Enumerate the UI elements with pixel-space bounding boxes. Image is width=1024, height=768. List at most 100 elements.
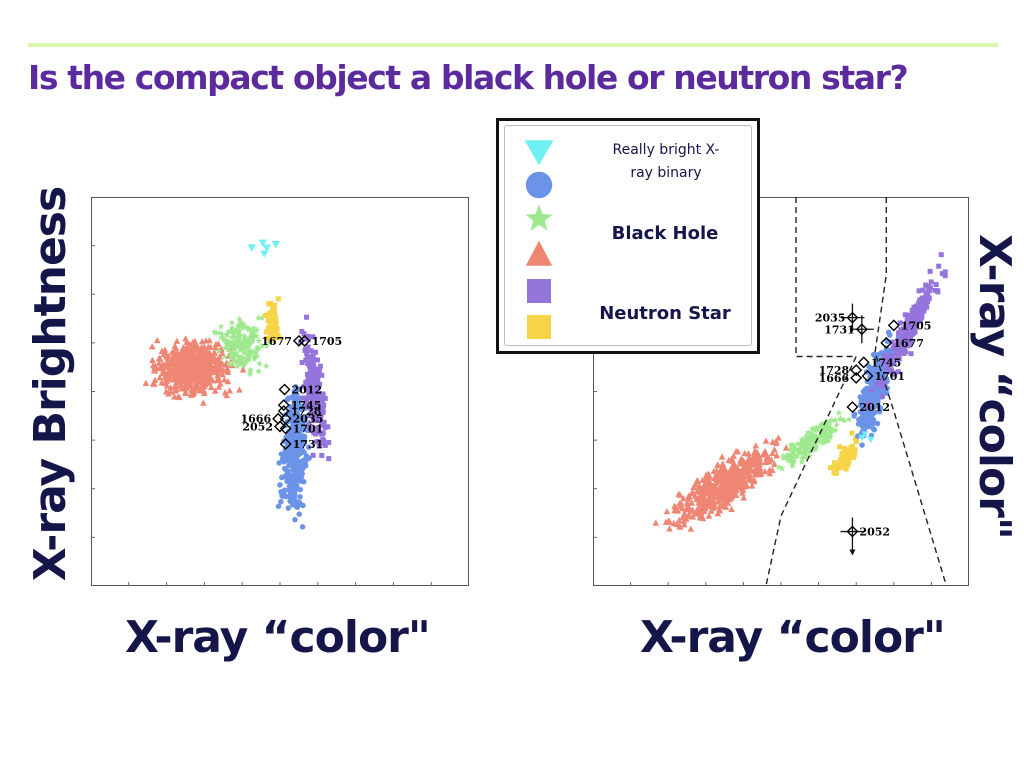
square-point [299,328,305,334]
triangle-up-point [208,367,216,374]
square-point [320,430,326,436]
triangle-down-point [858,434,866,442]
circle-point [870,420,876,427]
triangle-up-point [750,478,758,485]
star-point [245,325,253,332]
star-point [258,314,266,322]
triangle-up-point [761,467,769,475]
square-point [313,349,319,355]
triangle-up-point [213,376,221,384]
circle-point [294,459,300,465]
triangle-up-point [215,383,223,390]
star-point [819,439,827,446]
triangle-up-point [182,335,189,342]
star-point [227,349,235,356]
square-point [305,402,311,408]
star-point [240,340,248,347]
triangle-up-point [187,382,194,389]
square-point [894,346,900,352]
square-point [909,307,915,313]
square-point [840,456,846,462]
star-point [255,337,263,344]
square-point [315,357,321,363]
star-point [233,325,241,333]
triangle-up-point [199,365,207,372]
star-point [221,353,229,360]
square-point [896,330,902,336]
triangle-up-point [754,453,761,461]
triangle-up-point [149,361,157,369]
square-point [914,317,920,323]
circle-point [858,398,865,405]
square-point [882,352,888,358]
triangle-up-point [743,459,750,466]
triangle-up-point [193,376,201,383]
source-label-1705: 1705 [312,335,343,348]
star-point [232,351,240,359]
triangle-up-point [188,344,195,351]
square-point [302,347,308,353]
legend-star-icon [525,204,553,231]
square-point [907,342,913,348]
circle-point [857,394,864,400]
left-y-axis-caption: X-ray Brightness [25,186,76,582]
triangle-up-point [728,493,736,500]
circle-point [887,332,893,338]
star-point [840,417,848,424]
triangle-up-point [149,380,157,387]
source-marker-1705 [887,319,900,332]
triangle-up-point [176,393,183,401]
square-point [308,348,314,354]
circle-point [296,386,302,393]
triangle-up-point [731,486,739,494]
square-point [888,367,894,373]
triangle-up-point [209,357,217,364]
triangle-up-point [702,488,710,495]
square-point [320,394,326,400]
star-point [229,356,237,363]
square-point [270,325,276,331]
star-point [246,336,254,343]
square-point [313,405,319,411]
square-point [907,333,913,339]
star-point [788,459,796,466]
star-point [826,429,834,437]
square-point [264,329,270,335]
star-point [809,434,817,441]
square-point [320,406,326,412]
square-point [844,451,850,457]
triangle-up-point [221,376,228,383]
triangle-up-point [662,518,670,525]
triangle-up-point [190,389,198,397]
star-point [837,415,845,423]
circle-point [275,503,282,510]
triangle-up-point [700,493,708,501]
triangle-up-point [722,475,729,482]
square-point [849,430,855,436]
triangle-up-point [675,490,683,497]
square-point [869,387,875,393]
square-point [275,334,281,340]
source-label-1705: 1705 [901,319,932,332]
triangle-up-point [149,356,156,363]
circle-point [299,404,305,410]
square-point [833,462,839,468]
triangle-up-point [158,379,165,386]
circle-point [297,486,304,493]
star-point [223,340,230,348]
triangle-up-point [210,349,218,356]
star-point [250,348,258,356]
triangle-up-point [766,469,774,477]
square-point [902,334,908,340]
star-point [235,327,243,335]
star-point [251,331,259,338]
star-point [224,345,232,353]
square-point [890,345,896,351]
star-point [778,464,786,472]
star-point [795,448,803,455]
triangle-up-point [732,491,740,498]
square-point [306,361,312,367]
boundary-line [874,197,948,586]
square-point [911,324,917,330]
square-point [928,279,934,285]
